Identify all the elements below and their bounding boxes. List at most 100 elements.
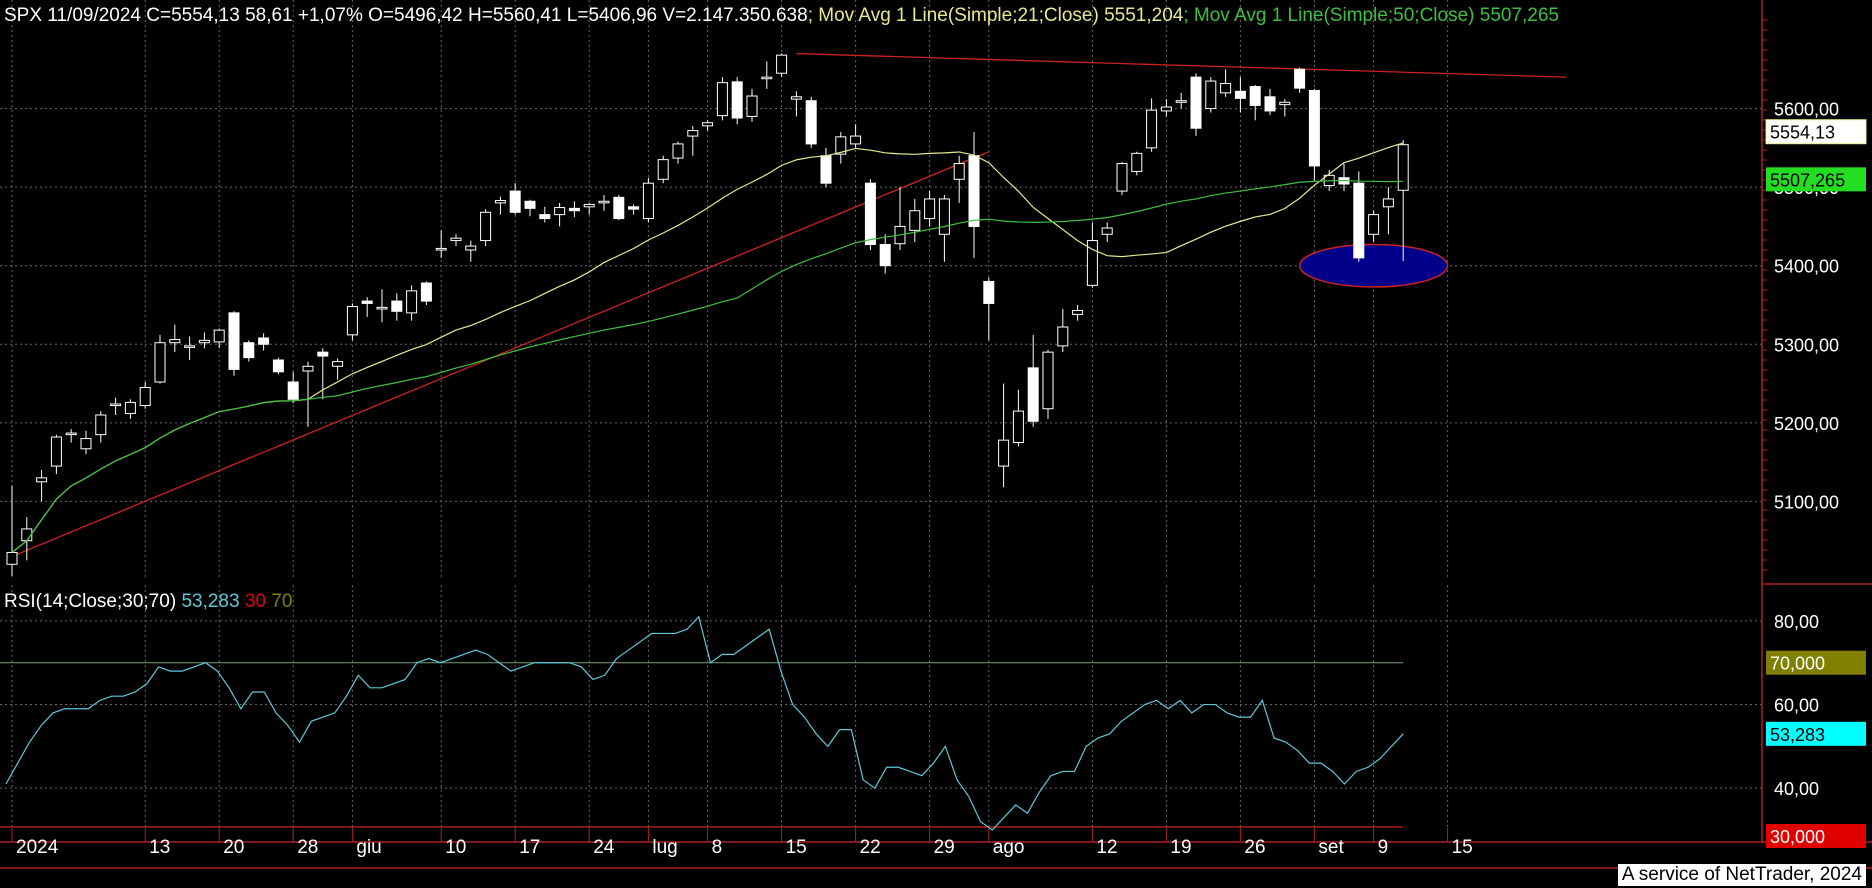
x-tick-label: 2024: [16, 837, 59, 858]
candle: [642, 177, 654, 223]
x-tick-label: 29: [934, 837, 955, 858]
candle: [805, 96, 817, 148]
candle: [1146, 98, 1158, 152]
candle: [1042, 349, 1054, 419]
candle: [21, 517, 33, 561]
ma50-label: ; Mov Avg 1 Line(Simple;50;Close): [1183, 5, 1475, 26]
candle-body-up: [1368, 214, 1380, 235]
candle-body-up: [1175, 100, 1187, 103]
candle-body-down: [1249, 86, 1261, 106]
candle: [65, 429, 77, 443]
candle: [480, 209, 492, 247]
candle: [332, 358, 344, 380]
candle-body-down: [243, 342, 255, 359]
candle: [1264, 88, 1276, 115]
candle: [406, 285, 418, 321]
change-value: 58,61: [245, 5, 293, 26]
candle: [1012, 389, 1024, 447]
candle-body-up: [850, 135, 862, 145]
candle-body-up: [480, 211, 492, 242]
candle-body-down: [1190, 76, 1202, 129]
candle-body-up: [50, 436, 62, 467]
candle: [346, 303, 358, 341]
candle-body-up: [406, 290, 418, 314]
candle-body-up: [790, 96, 802, 100]
rsi-label: RSI(14;Close;30;70): [4, 591, 177, 612]
candle: [50, 434, 62, 474]
trendlines: [11, 52, 1567, 558]
candle: [998, 383, 1010, 488]
highlight-ellipse-layer: [1298, 243, 1449, 288]
candle-body-up: [1160, 106, 1172, 112]
x-tick-label: lug: [652, 837, 677, 858]
candle-body-down: [1264, 96, 1276, 112]
candle: [110, 397, 122, 415]
trendline: [11, 151, 990, 558]
candle: [1027, 334, 1039, 427]
candle-body-up: [924, 198, 936, 220]
ma50-line: [11, 179, 1404, 553]
candle-body-down: [628, 206, 640, 210]
rsi-value: 53,283: [181, 591, 240, 612]
candle: [1175, 92, 1187, 109]
candle-body-down: [568, 207, 580, 212]
candle: [6, 485, 18, 577]
candle-body-up: [1220, 82, 1232, 94]
x-tick-label: 9: [1378, 837, 1389, 858]
candle: [184, 336, 196, 360]
candle: [1353, 171, 1365, 262]
candle-body-up: [909, 210, 921, 231]
candle-body-down: [361, 300, 373, 304]
candle-body-up: [494, 200, 506, 204]
candle: [761, 61, 773, 89]
candle: [864, 179, 876, 250]
candle-body-down: [258, 337, 270, 345]
candle-body-up: [938, 198, 950, 235]
candle-body-up: [583, 203, 595, 208]
candle: [746, 88, 758, 122]
candle-body-up: [213, 329, 225, 343]
rsi70-badge-box: [1766, 650, 1866, 675]
candle-body-up: [554, 207, 566, 216]
candle-body-up: [1397, 144, 1409, 191]
rsi-tick-label: 80,00: [1774, 612, 1819, 632]
candle-body-up: [716, 82, 728, 117]
candle-body-down: [539, 214, 551, 220]
candle-body-down: [1234, 90, 1246, 99]
ma50-badge-text: 5507,265: [1770, 170, 1845, 190]
x-tick-label: set: [1318, 837, 1344, 858]
x-tick-label: 15: [786, 837, 807, 858]
x-tick-label: ago: [993, 837, 1025, 858]
rsi-value-badge-box: [1766, 721, 1866, 746]
moving-averages: [11, 142, 1404, 553]
candle: [983, 277, 995, 341]
candlesticks: [6, 53, 1409, 577]
candle: [1086, 222, 1098, 288]
candle: [953, 155, 965, 203]
trendline: [796, 52, 1567, 78]
ma50-badge-box: [1766, 167, 1866, 192]
candle-body-up: [746, 95, 758, 117]
candle: [361, 297, 373, 317]
candle-body-up: [1279, 101, 1291, 106]
x-tick-label: 26: [1244, 837, 1265, 858]
candle-body-up: [65, 432, 77, 436]
candle: [317, 348, 329, 400]
candle-body-up: [36, 477, 48, 483]
rsi-value-badge: 53,283: [1766, 721, 1866, 746]
x-tick-label: 10: [445, 837, 466, 858]
ma21-label: ; Mov Avg 1 Line(Simple;21;Close): [807, 5, 1099, 26]
candle-body-up: [687, 130, 699, 137]
candle: [790, 91, 802, 117]
candle-body-up: [1072, 310, 1084, 315]
candle: [1249, 85, 1261, 121]
candle: [376, 289, 388, 323]
candle-body-up: [124, 401, 136, 414]
candle: [1279, 99, 1291, 117]
candle-body-down: [228, 312, 240, 370]
ma50-badge: 5507,265: [1766, 167, 1866, 192]
rsi-grid: [0, 585, 1762, 830]
candle-body-up: [1146, 109, 1158, 149]
candle-body-up: [110, 403, 122, 407]
